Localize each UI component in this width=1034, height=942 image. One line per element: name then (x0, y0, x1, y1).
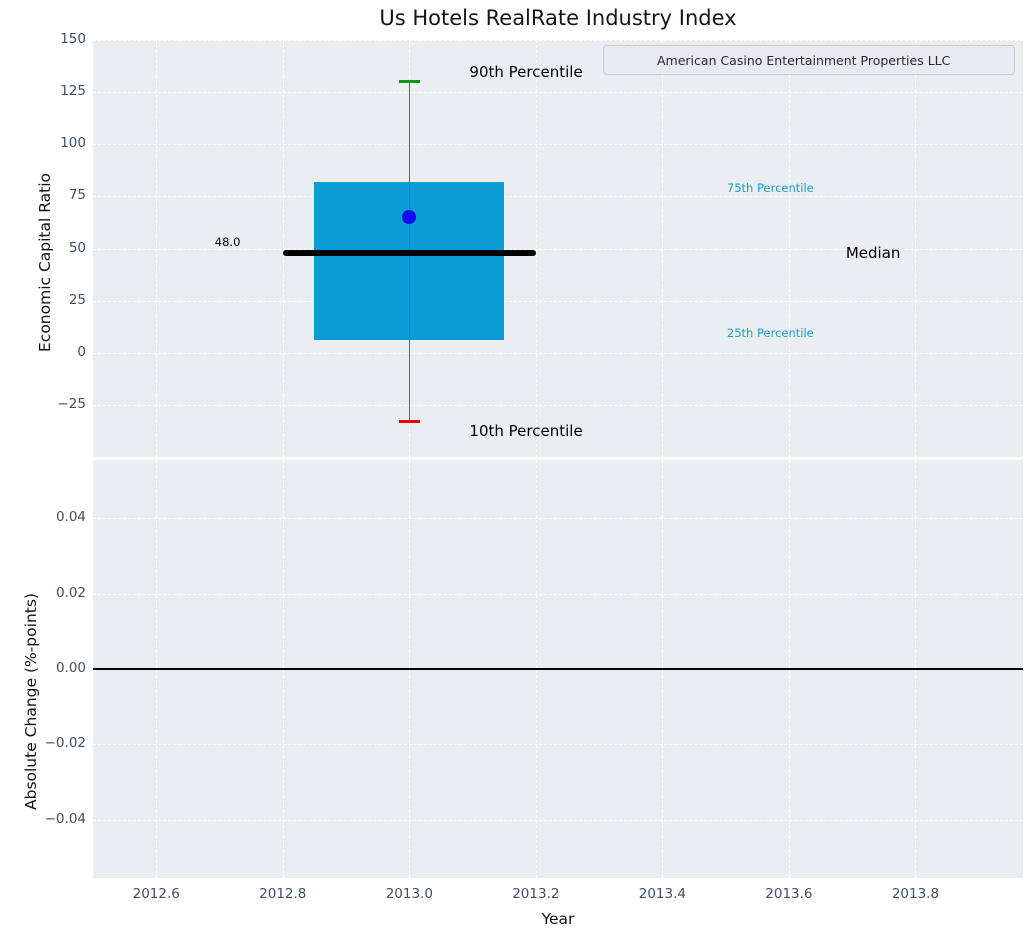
median-line (282, 249, 536, 256)
h-gridline (93, 300, 1023, 302)
x-tick-label: 2013.6 (765, 886, 813, 902)
annotation-75th-percentile: 75th Percentile (726, 181, 814, 196)
annotation-10th-percentile: 10th Percentile (469, 421, 583, 440)
x-tick-label: 2012.6 (132, 886, 180, 902)
h-gridline (93, 40, 1023, 41)
y-tick-label: 100 (60, 135, 86, 152)
y-tick-label: 0.02 (55, 584, 86, 601)
y-tick-label: 0 (77, 343, 86, 360)
chart-title: Us Hotels RealRate Industry Index (379, 6, 737, 30)
y-tick-label: 125 (60, 83, 86, 100)
whisker-cap-10th (398, 420, 421, 424)
h-gridline (93, 248, 1023, 250)
x-tick-label: 2013.4 (638, 886, 686, 902)
h-gridline (93, 404, 1023, 406)
y-tick-label: −0.02 (44, 735, 86, 752)
x-tick-label: 2012.8 (259, 886, 307, 902)
top-plot (93, 40, 1023, 457)
x-axis-label: Year (541, 910, 575, 928)
y-tick-label: −25 (57, 395, 87, 412)
company-marker (402, 210, 417, 225)
x-tick-label: 2013.0 (385, 886, 433, 902)
bottom-plot (93, 460, 1023, 878)
h-gridline (93, 144, 1023, 146)
h-gridline (93, 92, 1023, 94)
y-tick-label: 0.00 (55, 660, 86, 676)
y-tick-label: 25 (68, 291, 86, 308)
legend-line-icon (613, 59, 647, 62)
annotation-median: Median (845, 243, 901, 262)
h-gridline (93, 352, 1023, 354)
h-gridline (93, 518, 1023, 520)
y-tick-label: 150 (60, 31, 86, 47)
y-tick-label: 50 (68, 239, 86, 256)
y-tick-label: −0.04 (44, 810, 86, 827)
x-tick-label: 2013.2 (512, 886, 560, 902)
whisker-cap-90th (398, 80, 421, 84)
x-tick-label: 2013.8 (891, 886, 940, 902)
h-gridline (93, 196, 1023, 198)
legend: American Casino Entertainment Properties… (603, 45, 1015, 75)
y-tick-label: 0.04 (55, 509, 86, 526)
zero-line (93, 668, 1023, 670)
annotation-48-0: 48.0 (214, 235, 241, 250)
annotation-25th-percentile: 25th Percentile (726, 325, 814, 340)
h-gridline (93, 819, 1023, 821)
y-tick-label: 75 (68, 187, 86, 204)
y-axis-label-bottom: Absolute Change (%-points) (22, 593, 40, 810)
h-gridline (93, 744, 1023, 746)
h-gridline (93, 593, 1023, 595)
annotation-90th-percentile: 90th Percentile (469, 63, 583, 82)
legend-label: American Casino Entertainment Properties… (657, 52, 951, 68)
